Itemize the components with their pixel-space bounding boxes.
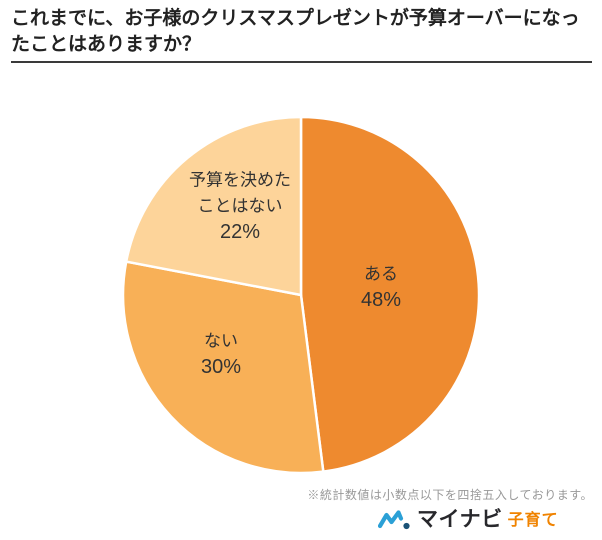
pie-label-slice-1-line-1: 30% <box>201 356 241 378</box>
pie-label-slice-2-line-0: 予算を決めた <box>189 171 291 190</box>
pie-label-slice-0-line-1: 48% <box>361 289 401 311</box>
pie-label-slice-0-line-0: ある <box>364 265 398 284</box>
pie-slice-0 <box>299 115 481 473</box>
question-title: これまでに、お子様のクリスマスプレゼントが予算オーバーになったことはありますか？ <box>11 6 592 63</box>
pie-label-slice-1-line-0: ない <box>204 332 238 351</box>
mynavi-wave-icon <box>378 510 410 530</box>
brand-text: マイナビ <box>417 508 503 531</box>
pie-slice-2 <box>124 115 303 297</box>
pie-slice-1 <box>121 260 325 475</box>
pie-label-slice-2-line-2: 22% <box>220 221 260 243</box>
mynavi-wave-stroke <box>378 510 404 529</box>
footnote: ※統計数値は小数点以下を四捨五入しております。 <box>307 488 593 502</box>
sub-brand-text: 子育て <box>507 512 559 529</box>
pie-label-slice-2-line-1: ことはない <box>198 197 283 216</box>
mynavi-logo: マイナビ 子育て <box>378 509 559 531</box>
mynavi-dot <box>403 522 410 530</box>
